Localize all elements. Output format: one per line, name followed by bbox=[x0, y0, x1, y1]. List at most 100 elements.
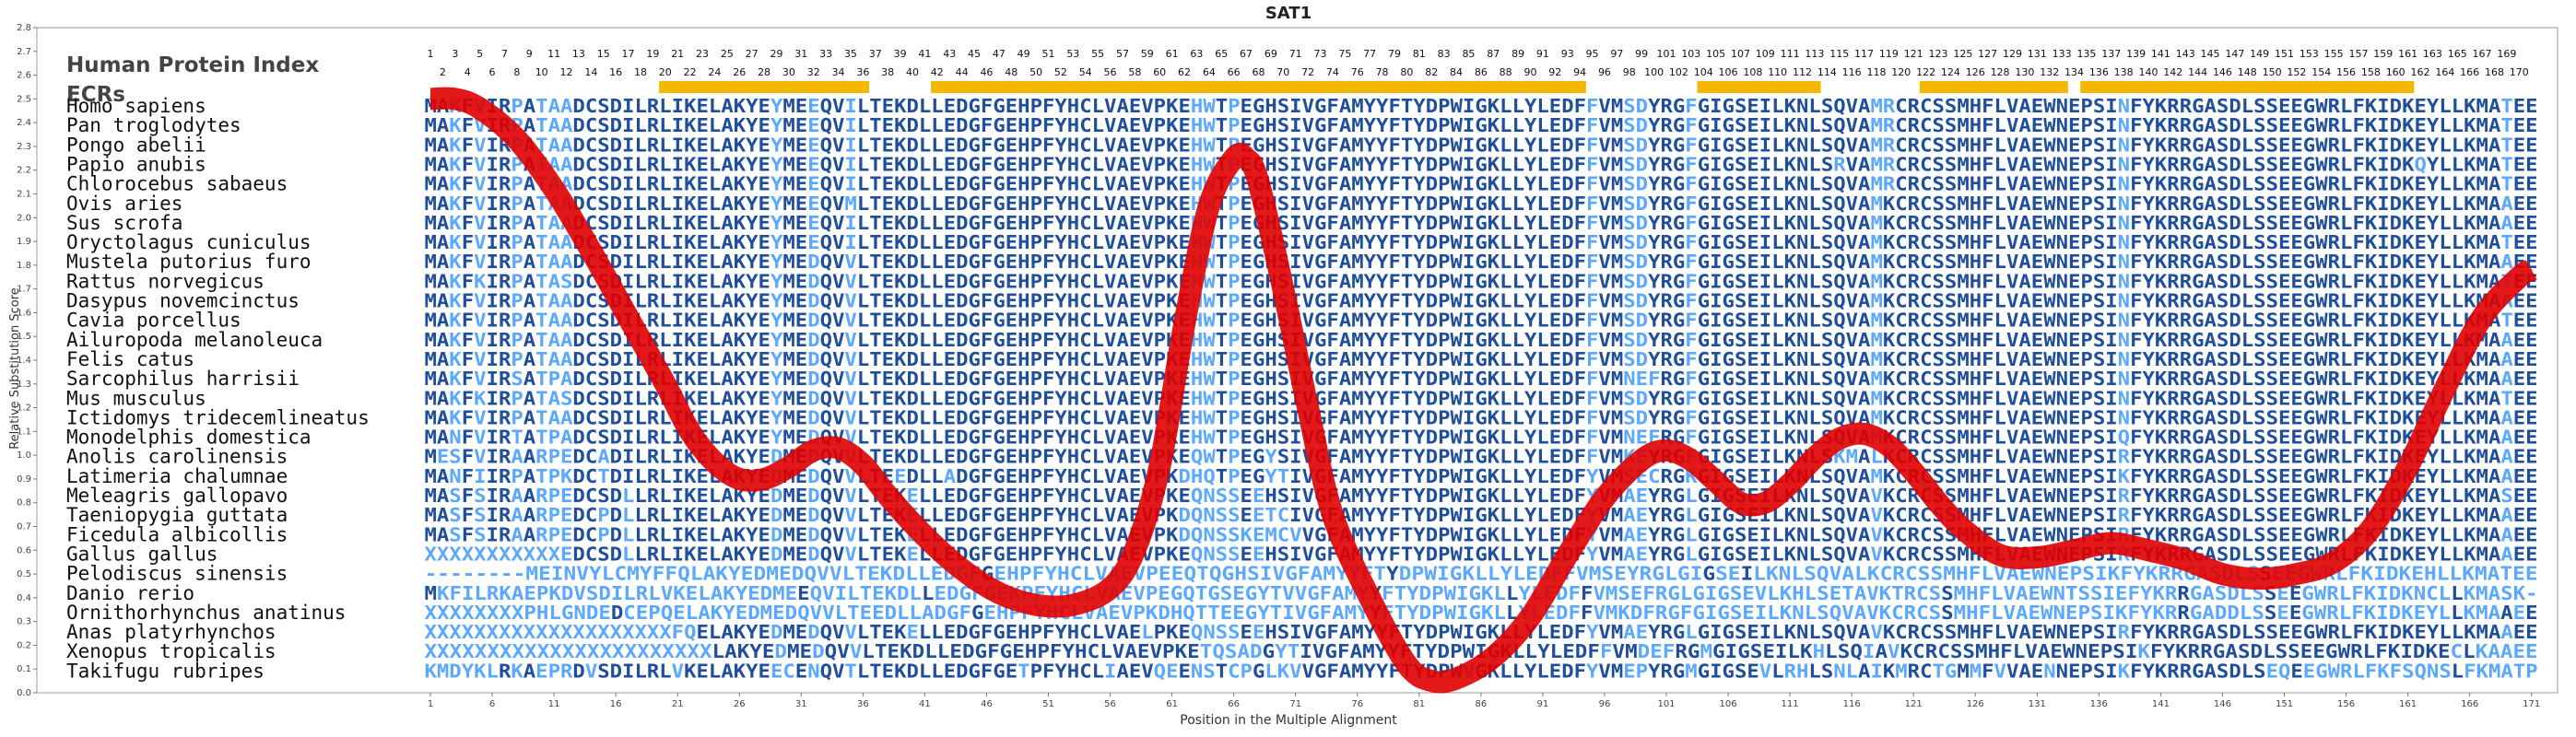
index-number: 80 bbox=[1400, 66, 1413, 78]
index-number: 149 bbox=[2250, 48, 2269, 60]
index-number: 111 bbox=[1781, 48, 1800, 60]
index-number: 107 bbox=[1731, 48, 1750, 60]
x-tick-label: 41 bbox=[919, 699, 931, 709]
x-tick-label: 151 bbox=[2276, 699, 2293, 709]
index-number: 4 bbox=[465, 66, 471, 78]
y-tick-label: 1.4 bbox=[17, 356, 31, 366]
species-name: Taeniopygia guttata bbox=[66, 504, 288, 526]
index-number: 1 bbox=[428, 48, 434, 60]
curve-point bbox=[2110, 542, 2112, 544]
index-number: 153 bbox=[2300, 48, 2319, 60]
sequence-row: KMDYKLRKAEPRDVSDILRLVKELAKYEECENQVTLTEKD… bbox=[425, 660, 2538, 682]
species-name: Mus musculus bbox=[66, 387, 206, 409]
curve-point bbox=[1789, 483, 1791, 485]
index-number: 143 bbox=[2176, 48, 2195, 60]
index-number: 84 bbox=[1450, 66, 1463, 78]
index-number: 13 bbox=[572, 48, 585, 60]
substitution-curve-line bbox=[429, 87, 2537, 694]
index-number: 124 bbox=[1941, 66, 1960, 78]
curve-point bbox=[1455, 677, 1457, 680]
curve-point bbox=[862, 463, 865, 466]
ecr-label: ECRs bbox=[66, 83, 125, 107]
index-number: 63 bbox=[1190, 48, 1203, 60]
index-number: 95 bbox=[1586, 48, 1599, 60]
index-number: 69 bbox=[1264, 48, 1277, 60]
curve-point bbox=[664, 382, 666, 385]
y-tick-label: 0.2 bbox=[17, 640, 31, 650]
sequence-alignment: Homo sapiens MAKFVIRPATAADCSDILRLIKELAKYE… bbox=[66, 95, 2538, 682]
curve-point bbox=[923, 535, 926, 537]
index-number: 49 bbox=[1017, 48, 1030, 60]
index-number: 157 bbox=[2348, 48, 2368, 60]
curve-point bbox=[1369, 597, 1370, 599]
index-number: 130 bbox=[2015, 66, 2034, 78]
index-number: 148 bbox=[2238, 66, 2257, 78]
index-number: 167 bbox=[2473, 48, 2492, 60]
index-number: 82 bbox=[1425, 66, 1438, 78]
species-name: Oryctolagus cuniculus bbox=[66, 231, 312, 253]
index-number: 11 bbox=[547, 48, 560, 60]
curve-point bbox=[1604, 497, 1606, 499]
curve-point bbox=[1134, 549, 1136, 552]
species-name: Papio anubis bbox=[66, 153, 206, 175]
index-number: 28 bbox=[758, 66, 770, 78]
curve-point bbox=[1714, 480, 1717, 483]
sequence-row: MAKFVIRPATAADCSDILRLIKELAKYEYMEEQVILTEKD… bbox=[425, 114, 2538, 136]
curve-point bbox=[1183, 323, 1185, 326]
index-number: 113 bbox=[1805, 48, 1824, 60]
species-name: Mustela putorius furo bbox=[66, 251, 312, 273]
curve-point bbox=[1035, 603, 1037, 606]
ecr-bar bbox=[1697, 81, 1821, 93]
chart-title: SAT1 bbox=[1265, 4, 1312, 23]
y-tick-label: 1.5 bbox=[17, 332, 31, 342]
index-number: 161 bbox=[2398, 48, 2417, 60]
curve-point bbox=[2258, 578, 2261, 580]
index-number: 162 bbox=[2411, 66, 2430, 78]
x-tick-label: 61 bbox=[1166, 699, 1178, 709]
y-tick-label: 2.4 bbox=[17, 118, 31, 128]
index-number: 46 bbox=[980, 66, 993, 78]
index-number: 83 bbox=[1438, 48, 1451, 60]
species-name: Sus scrofa bbox=[66, 212, 182, 234]
species-name: Latimeria chalumnae bbox=[66, 465, 288, 487]
species-name: Ficedula albicollis bbox=[66, 523, 288, 545]
curve-point bbox=[788, 466, 790, 468]
x-tick-label: 66 bbox=[1228, 699, 1240, 709]
index-number: 54 bbox=[1079, 66, 1092, 78]
y-tick-label: 2.3 bbox=[17, 142, 31, 152]
x-tick-label: 161 bbox=[2399, 699, 2417, 709]
index-number: 57 bbox=[1116, 48, 1129, 60]
x-tick-label: 1 bbox=[428, 699, 433, 709]
curve-point bbox=[1665, 450, 1667, 451]
species-name: Ictidomys tridecemlineatus bbox=[66, 406, 370, 428]
index-number: 12 bbox=[560, 66, 573, 78]
index-number: 165 bbox=[2448, 48, 2467, 60]
species-name: Chlorocebus sabaeus bbox=[66, 173, 288, 195]
index-number: 17 bbox=[622, 48, 635, 60]
species-name: Felis catus bbox=[66, 348, 194, 370]
y-tick-label: 2.6 bbox=[17, 71, 31, 81]
species-name: Takifugu rubripes bbox=[66, 660, 265, 682]
index-number: 126 bbox=[1966, 66, 1985, 78]
sequence-row: MAKFVIRPATAADCSDILRLIKELAKYEYMEEQVILTEKD… bbox=[425, 134, 2538, 156]
index-number: 170 bbox=[2510, 66, 2529, 78]
x-tick-label: 31 bbox=[795, 699, 807, 709]
index-number: 163 bbox=[2423, 48, 2442, 60]
index-number: 152 bbox=[2287, 66, 2306, 78]
index-number: 88 bbox=[1500, 66, 1512, 78]
index-number: 137 bbox=[2101, 48, 2121, 60]
index-number: 151 bbox=[2275, 48, 2294, 60]
curve-point bbox=[2370, 528, 2372, 530]
species-name: Dasypus novemcinctus bbox=[66, 290, 300, 312]
index-number: 102 bbox=[1669, 66, 1688, 78]
index-number: 19 bbox=[646, 48, 659, 60]
ecr-bar bbox=[1919, 81, 2068, 93]
index-number: 87 bbox=[1487, 48, 1500, 60]
index-number: 61 bbox=[1166, 48, 1179, 60]
index-number: 115 bbox=[1829, 48, 1849, 60]
sequence-row: MAKFVIRPATAADCSDILRLIKELAKYEYMEDQVVLTEKD… bbox=[425, 310, 2538, 332]
curve-point bbox=[1159, 466, 1160, 468]
index-number: 58 bbox=[1128, 66, 1141, 78]
index-number: 164 bbox=[2435, 66, 2454, 78]
index-number: 53 bbox=[1066, 48, 1079, 60]
